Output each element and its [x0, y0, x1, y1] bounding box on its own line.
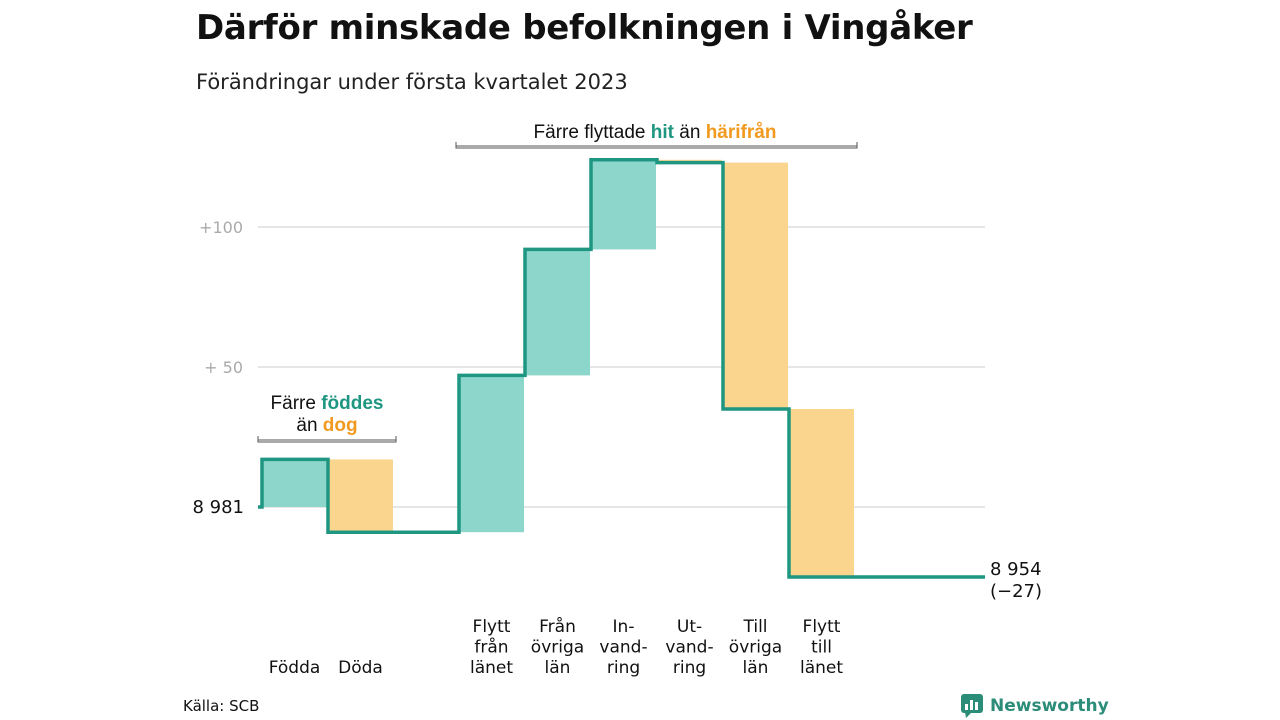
births-bracket [257, 436, 397, 443]
births-annotation-line1: Färre föddes [271, 393, 384, 414]
chart-subtitle: Förändringar under första kvartalet 2023 [196, 70, 628, 94]
category-label: Flytt [473, 617, 511, 637]
category-label: Döda [338, 658, 383, 678]
category-label: Födda [269, 658, 321, 678]
category-label: vand- [665, 638, 713, 658]
level-line [258, 158, 985, 579]
category-label: län [545, 658, 571, 678]
moves-bracket [455, 142, 858, 149]
category-label: Flytt [803, 617, 841, 637]
category-label: ring [607, 658, 640, 678]
bar-fodda [262, 459, 327, 507]
source-note: Källa: SCB [183, 697, 260, 715]
chart-title: Därför minskade befolkningen i Vingåker [196, 8, 973, 48]
category-label: länet [470, 658, 513, 678]
category-label: övriga [729, 638, 782, 658]
category-label: In- [613, 617, 635, 637]
moves-annotation: Färre flyttade hit än härifrån [534, 122, 777, 143]
y-tick-label: +100 [199, 218, 243, 237]
category-label: län [743, 658, 769, 678]
category-label: länet [800, 658, 843, 678]
end-change-label: (−27) [990, 581, 1042, 602]
bar-invandring [591, 159, 656, 250]
bar-till_ovriga_lan [723, 162, 788, 409]
newsworthy-logo-icon [961, 694, 983, 718]
brand-logo: Newsworthy [960, 693, 1109, 719]
category-label: Från [539, 616, 576, 637]
start-value-label: 8 981 [192, 497, 244, 518]
brand-name: Newsworthy [990, 696, 1109, 716]
end-value-label: 8 954 [990, 559, 1042, 580]
category-label: ring [673, 658, 706, 678]
bar-flytt_till_lanet [789, 409, 854, 577]
category-label: övriga [531, 638, 584, 658]
category-label: vand- [599, 638, 647, 658]
y-tick-label: + 50 [204, 358, 243, 377]
category-label: Till [742, 617, 767, 637]
bar-flytt_fran_lanet [459, 375, 524, 533]
category-label: Ut- [677, 617, 702, 637]
category-label: till [811, 638, 832, 658]
births-annotation-line2: än dog [296, 415, 357, 436]
bar-doda [328, 459, 393, 533]
bar-fran_ovriga_lan [525, 249, 590, 376]
category-label: från [474, 637, 508, 658]
